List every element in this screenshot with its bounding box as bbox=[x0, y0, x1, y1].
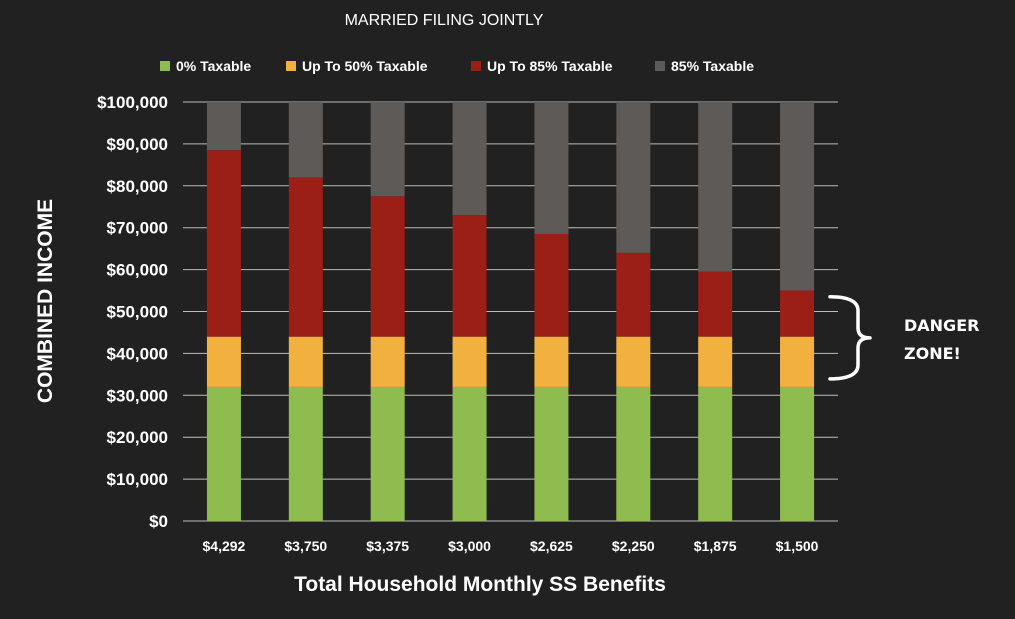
bar-segment-0-taxable bbox=[534, 386, 569, 521]
bar-segment-85-taxable bbox=[288, 102, 323, 178]
bar-segment-up-to-50-taxable bbox=[288, 336, 323, 387]
legend: 0% Taxable Up To 50% Taxable Up To 85% Tax… bbox=[160, 58, 754, 74]
bar-segment-up-to-50-taxable bbox=[206, 336, 241, 387]
bar-segment-0-taxable bbox=[452, 386, 487, 521]
legend-swatch-up-to-85-taxable bbox=[471, 61, 481, 71]
x-tick-label: $1,875 bbox=[694, 538, 737, 554]
bar-segment-85-taxable bbox=[452, 102, 487, 216]
bar-segment-85-taxable bbox=[780, 102, 815, 291]
bar-segment-up-to-85-taxable bbox=[616, 252, 651, 337]
legend-swatch-up-to-50-taxable bbox=[286, 61, 296, 71]
bar-segment-85-taxable bbox=[206, 102, 241, 151]
x-tick-label: $3,375 bbox=[366, 538, 409, 554]
y-tick-label: $100,000 bbox=[97, 93, 168, 112]
bar-segment-0-taxable bbox=[616, 386, 651, 521]
bar-segment-up-to-85-taxable bbox=[370, 196, 405, 337]
bar-segment-up-to-50-taxable bbox=[370, 336, 405, 387]
danger-zone-text: DANGER bbox=[904, 316, 979, 335]
x-tick-label: $3,000 bbox=[448, 538, 491, 554]
y-axis-ticks: $0 $10,000 $20,000 $30,000 $40,000 $50,000 $60… bbox=[97, 93, 168, 531]
bar-segment-up-to-50-taxable bbox=[698, 336, 733, 387]
y-tick-label: $80,000 bbox=[107, 177, 168, 196]
legend-label-85-taxable: 85% Taxable bbox=[671, 58, 754, 74]
bar-segment-up-to-50-taxable bbox=[534, 336, 569, 387]
bar-segment-0-taxable bbox=[780, 386, 815, 521]
y-tick-label: $0 bbox=[149, 512, 168, 531]
bar-segment-0-taxable bbox=[288, 386, 323, 521]
gridlines bbox=[183, 101, 838, 522]
y-tick-label: $70,000 bbox=[107, 219, 168, 238]
y-tick-label: $90,000 bbox=[107, 135, 168, 154]
chart-title: MARRIED FILING JOINTLY bbox=[345, 12, 544, 29]
x-tick-label: $2,250 bbox=[612, 538, 655, 554]
bar-segment-85-taxable bbox=[616, 102, 651, 253]
x-tick-label: $3,750 bbox=[284, 538, 327, 554]
bar-segment-up-to-85-taxable bbox=[288, 177, 323, 337]
y-tick-label: $50,000 bbox=[107, 303, 168, 322]
bar-segment-up-to-50-taxable bbox=[616, 336, 651, 387]
x-tick-label: $2,625 bbox=[530, 538, 573, 554]
danger-zone-annotation: DANGER ZONE! bbox=[828, 294, 979, 381]
bar-segment-up-to-85-taxable bbox=[534, 233, 569, 337]
bar-segment-up-to-85-taxable bbox=[698, 271, 733, 337]
y-tick-label: $40,000 bbox=[107, 344, 168, 363]
bar-segment-0-taxable bbox=[206, 386, 241, 521]
x-tick-label: $1,500 bbox=[776, 538, 819, 554]
y-tick-label: $30,000 bbox=[107, 386, 168, 405]
legend-label-up-to-85-taxable: Up To 85% Taxable bbox=[487, 58, 613, 74]
legend-swatch-85-taxable bbox=[655, 61, 665, 71]
bar-segment-up-to-50-taxable bbox=[780, 336, 815, 387]
y-tick-label: $10,000 bbox=[107, 470, 168, 489]
legend-swatch-0-taxable bbox=[160, 61, 170, 71]
bar-segment-85-taxable bbox=[370, 102, 405, 197]
bars bbox=[206, 102, 815, 521]
x-axis-ticks: $4,292 $3,750 $3,375 $3,000 $2,625 $2,250 $1,8… bbox=[203, 538, 819, 554]
danger-zone-text: ZONE! bbox=[904, 344, 961, 363]
bar-segment-0-taxable bbox=[698, 386, 733, 521]
bar-segment-up-to-85-taxable bbox=[452, 215, 487, 337]
y-tick-label: $60,000 bbox=[107, 261, 168, 280]
bar-segment-85-taxable bbox=[534, 102, 569, 234]
bar-segment-up-to-85-taxable bbox=[780, 290, 815, 337]
legend-label-up-to-50-taxable: Up To 50% Taxable bbox=[302, 58, 428, 74]
curly-brace bbox=[828, 294, 872, 381]
bar-segment-up-to-85-taxable bbox=[206, 150, 241, 337]
x-axis-label: Total Household Monthly SS Benefits bbox=[294, 573, 666, 596]
bar-segment-85-taxable bbox=[698, 102, 733, 272]
bar-segment-0-taxable bbox=[370, 386, 405, 521]
x-tick-label: $4,292 bbox=[203, 538, 246, 554]
bar-segment-up-to-50-taxable bbox=[452, 336, 487, 387]
y-axis-label: COMBINED INCOME bbox=[34, 199, 57, 403]
y-tick-label: $20,000 bbox=[107, 428, 168, 447]
legend-label-0-taxable: 0% Taxable bbox=[176, 58, 251, 74]
